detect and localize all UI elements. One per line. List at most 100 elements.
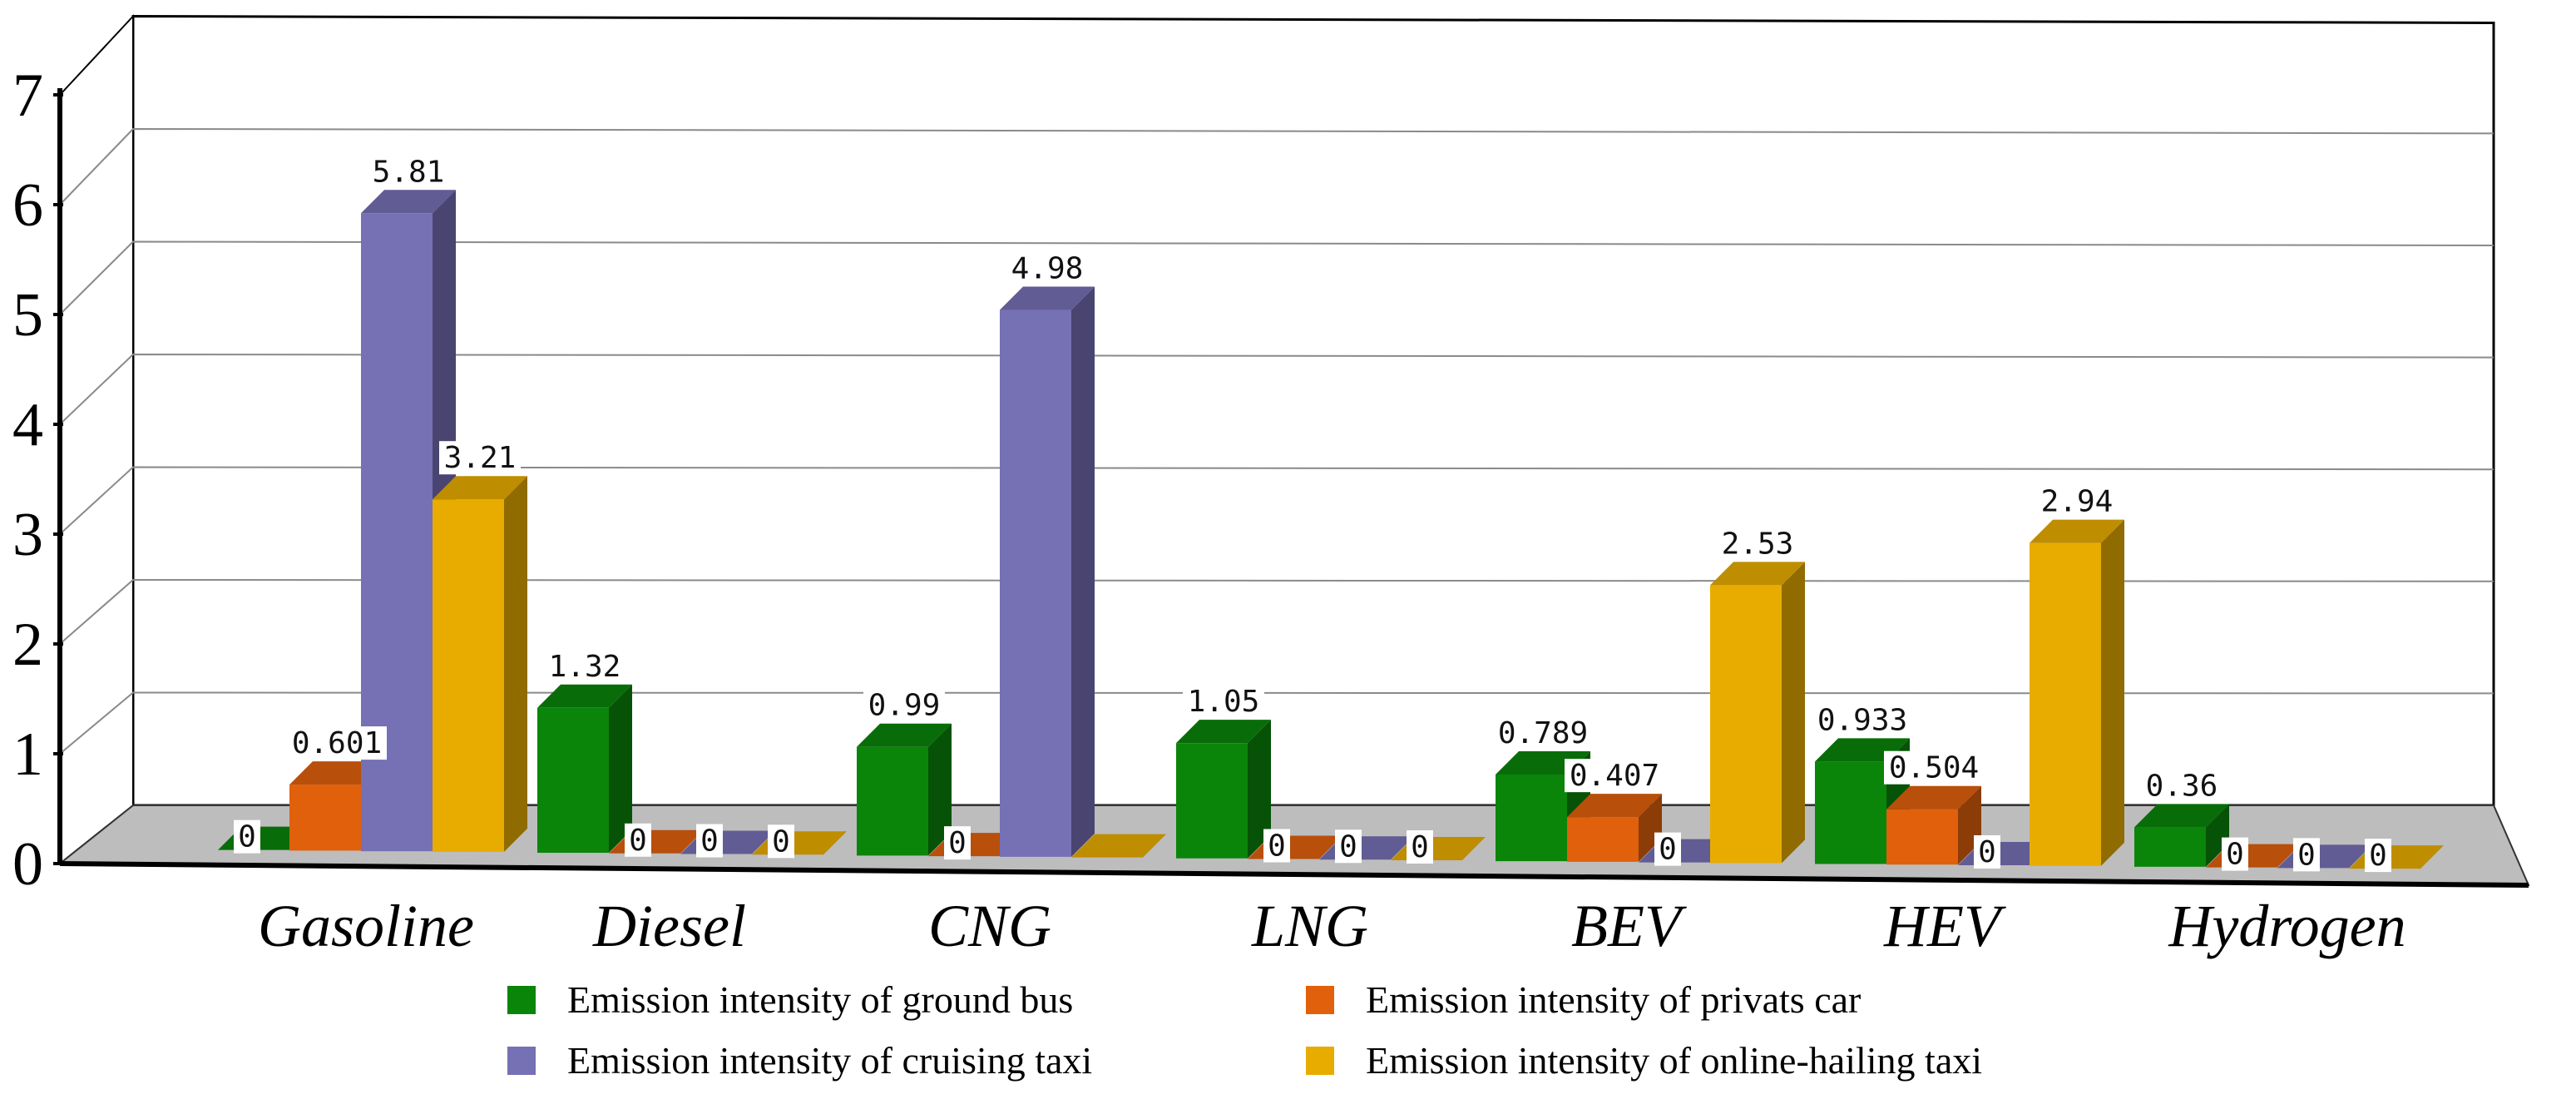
legend-label: Emission intensity of online-hailing tax… [1366, 1039, 1982, 1082]
data-label-bg [1263, 829, 1290, 863]
legend-label: Emission intensity of ground bus [567, 978, 1073, 1021]
bar-top [1000, 286, 1095, 310]
data-label-bg [768, 824, 794, 859]
bar [433, 476, 527, 852]
data-label-bg [2365, 839, 2391, 873]
data-label: 2.94 [2041, 485, 2114, 519]
bar-front [1000, 309, 1071, 857]
data-label: 0 [1268, 829, 1286, 864]
bar-top [1071, 834, 1166, 858]
bar-top [2030, 519, 2124, 543]
bar-side [2206, 804, 2229, 867]
gridline [59, 127, 2494, 205]
x-tick-label: BEV [1571, 893, 1687, 959]
data-label-bg [2222, 837, 2248, 871]
legend-swatch [507, 1047, 536, 1075]
data-label: 0.789 [1498, 716, 1588, 750]
data-label-bg [368, 155, 449, 189]
data-label: 5.81 [373, 155, 445, 189]
bar-front [1176, 743, 1248, 859]
bar-front [289, 785, 361, 851]
legend-label: Emission intensity of cruising taxi [567, 1039, 1092, 1082]
legend-swatch [1306, 1047, 1334, 1075]
data-label: 0.99 [868, 689, 941, 723]
bar-top [537, 684, 632, 708]
bar-front [2134, 827, 2206, 867]
data-label-bg [439, 441, 521, 475]
data-label: 1.32 [549, 650, 621, 684]
bar-side [928, 723, 952, 856]
data-label: 0 [2297, 838, 2316, 872]
y-tick-label: 4 [12, 391, 43, 459]
data-label-bg [2293, 838, 2320, 872]
data-label: 0 [772, 824, 790, 859]
data-label-bg [1183, 685, 1264, 719]
x-tick-label: HEV [1883, 893, 2006, 959]
data-label-bg [234, 819, 260, 854]
bar-front [2030, 542, 2101, 866]
gridline [59, 691, 2494, 755]
bar-front [537, 707, 609, 854]
data-label-bg [696, 824, 723, 858]
bar-side [2101, 519, 2124, 866]
y-tick-label: 2 [12, 611, 43, 679]
data-label-bg [2036, 484, 2118, 518]
bar-side [1639, 794, 1662, 862]
legend-label: Emission intensity of privats car [1366, 978, 1861, 1021]
bar-top [857, 723, 952, 747]
data-label-bg [1812, 703, 1912, 737]
x-axis: Gasoline Diesel CNG LNG BEV HEV Hydrogen [59, 861, 2529, 959]
bar [1886, 785, 1981, 865]
y-tick-label: 3 [12, 501, 43, 569]
bar-top [361, 190, 456, 214]
side-wall [59, 13, 134, 866]
data-label-bg [1493, 715, 1593, 750]
bar [2134, 804, 2229, 867]
data-label: 0 [1339, 829, 1357, 864]
data-label-bg [1974, 834, 2000, 869]
data-label-bg [1565, 759, 1664, 793]
bar-top [289, 761, 384, 785]
y-tick-label: 0 [12, 830, 43, 899]
bar-front [1710, 585, 1782, 864]
data-label: 0 [2226, 838, 2244, 872]
bar [1176, 720, 1271, 859]
data-label-bg [1407, 830, 1433, 864]
y-tick-label: 6 [12, 171, 43, 240]
legend-swatch [507, 986, 536, 1014]
bar-side [1782, 562, 1805, 864]
bar-top [1886, 785, 1981, 810]
data-label: 0 [700, 824, 719, 859]
bar-top [1710, 562, 1805, 586]
data-label: 0 [1978, 835, 1996, 869]
bar-front [1815, 761, 1886, 864]
data-label: 3.21 [444, 441, 517, 475]
bar-side [1248, 720, 1271, 859]
data-label-bg [863, 688, 945, 722]
data-label-bg [2141, 769, 2222, 803]
bar-front [433, 499, 504, 852]
bar-top [1567, 794, 1662, 818]
y-tick-label: 1 [12, 720, 43, 789]
data-label: 0 [2369, 839, 2387, 873]
data-label: 0 [629, 824, 647, 858]
gridline [59, 466, 2494, 535]
data-label: 1.05 [1188, 685, 1260, 719]
x-tick-label: CNG [928, 893, 1051, 959]
data-label-bg [544, 649, 625, 683]
bar [1071, 834, 1166, 858]
x-tick-label: Diesel [592, 893, 746, 959]
bar [1710, 562, 1805, 864]
x-tick-label: Gasoline [258, 893, 474, 959]
data-label: 0.933 [1817, 703, 1907, 737]
data-label-bg [1006, 251, 1088, 285]
data-label-bg [1654, 832, 1681, 866]
data-label: 0.504 [1889, 751, 1979, 785]
bar-front [1496, 774, 1567, 862]
data-label: 0.36 [2146, 769, 2218, 803]
bar-side [1071, 286, 1095, 857]
x-tick-label: LNG [1251, 893, 1368, 959]
data-label-bg [1717, 527, 1798, 561]
legend: Emission intensity of ground bus Emission… [507, 978, 1982, 1082]
